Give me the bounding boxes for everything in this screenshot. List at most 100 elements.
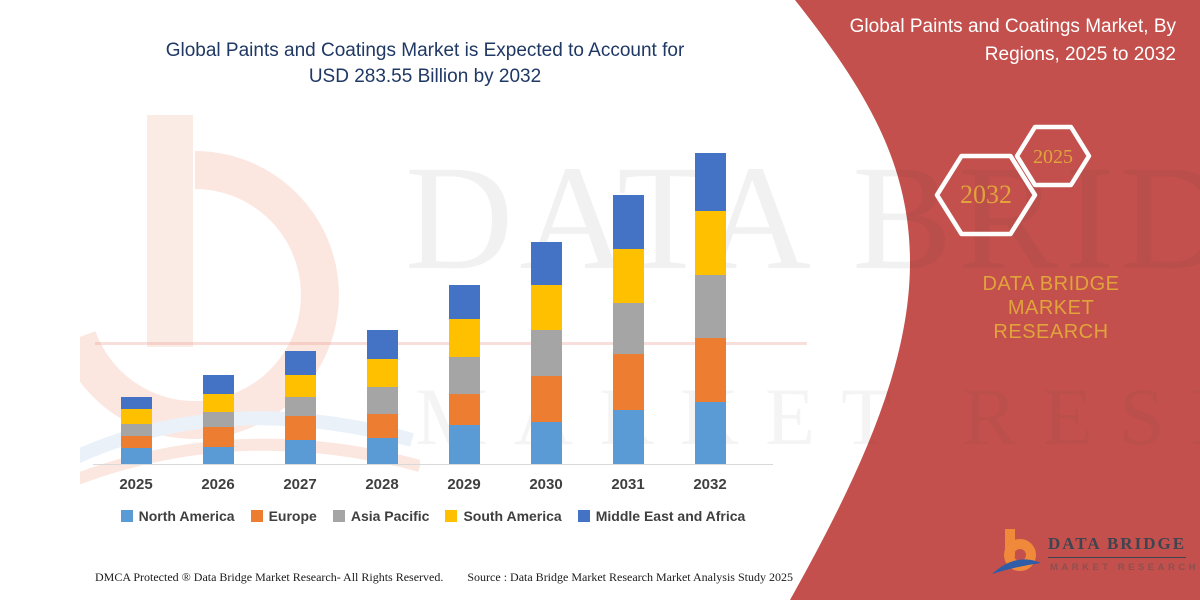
segment-middle-east-and-africa-2029 (448, 285, 480, 320)
segment-europe-2030 (530, 375, 562, 423)
stacked-bar-2026 (202, 375, 234, 464)
segment-asia-pacific-2027 (284, 397, 316, 417)
segment-europe-2025 (120, 435, 152, 449)
segment-asia-pacific-2029 (448, 356, 480, 395)
segment-asia-pacific-2031 (612, 302, 644, 354)
segment-north-america-2029 (448, 425, 480, 464)
x-label-2031: 2031 (611, 476, 645, 493)
segment-asia-pacific-2028 (366, 386, 398, 414)
segment-north-america-2030 (530, 422, 562, 464)
x-label-2028: 2028 (365, 476, 399, 493)
segment-asia-pacific-2032 (694, 274, 726, 338)
x-label-2029: 2029 (447, 476, 481, 493)
brand-line2: RESEARCH (993, 321, 1109, 343)
stacked-bar-2027 (284, 351, 316, 464)
segment-north-america-2028 (366, 437, 398, 464)
segment-europe-2031 (612, 353, 644, 410)
legend-item-europe: Europe (250, 508, 317, 524)
stacked-bar-2028 (366, 330, 398, 464)
bar-column-2032 (669, 150, 751, 464)
stacked-bar-2032 (694, 153, 726, 464)
brand-wordmark: DATA BRIDGE MARKET RESEARCH (943, 272, 1159, 344)
segment-middle-east-and-africa-2030 (530, 241, 562, 286)
hexagon-2032-label: 2032 (960, 180, 1012, 209)
bar-column-2029 (423, 150, 505, 464)
x-axis-line (93, 464, 773, 465)
x-axis-labels: 2025 2026 2027 2028 2029 2030 2031 2032 (95, 476, 751, 493)
hexagons-graphic (934, 124, 1092, 237)
x-label-2032: 2032 (693, 476, 727, 493)
hexagon-2025-outline (1014, 124, 1092, 188)
stacked-bar-2030 (530, 241, 562, 464)
segment-europe-2026 (202, 426, 234, 447)
chart-title-line1: Global Paints and Coatings Market is Exp… (165, 40, 685, 61)
legend-label-south-america: South America (463, 508, 562, 524)
footer-bar: DMCA Protected ® Data Bridge Market Rese… (95, 570, 815, 585)
chart-title: Global Paints and Coatings Market is Exp… (100, 38, 750, 90)
segment-europe-2029 (448, 394, 480, 426)
legend-marker-south-america (445, 510, 458, 522)
bar-column-2027 (259, 150, 341, 464)
banner-heading-line1: Global Paints and Coatings Market, By (849, 16, 1176, 37)
banner-heading-line2: Regions, 2025 to 2032 (984, 44, 1176, 65)
segment-north-america-2025 (120, 448, 152, 464)
footer-logo: DATA BRIDGE MARKET RESEARCH (990, 522, 1196, 584)
segment-south-america-2027 (284, 374, 316, 398)
segment-south-america-2031 (612, 248, 644, 303)
stacked-bar-chart (95, 150, 751, 464)
segment-north-america-2027 (284, 440, 316, 464)
banner-heading: Global Paints and Coatings Market, By Re… (806, 13, 1176, 69)
segment-south-america-2025 (120, 409, 152, 425)
bar-column-2031 (587, 150, 669, 464)
segment-north-america-2026 (202, 447, 234, 464)
x-label-2026: 2026 (201, 476, 235, 493)
logo-sub-text: MARKET RESEARCH (1050, 562, 1200, 573)
segment-asia-pacific-2030 (530, 329, 562, 376)
brand-line1: DATA BRIDGE MARKET (982, 273, 1120, 319)
segment-europe-2027 (284, 416, 316, 441)
segment-middle-east-and-africa-2027 (284, 351, 316, 375)
legend-item-south-america: South America (445, 508, 562, 524)
x-label-2025: 2025 (119, 476, 153, 493)
data-bridge-logo-icon (992, 529, 1041, 574)
segment-middle-east-and-africa-2025 (120, 397, 152, 410)
legend-item-middle-east-and-africa: Middle East and Africa (577, 508, 746, 524)
chart-legend: North America Europe Asia Pacific South Ame… (95, 508, 771, 524)
bar-column-2028 (341, 150, 423, 464)
legend-marker-europe (250, 510, 263, 522)
x-label-2027: 2027 (283, 476, 317, 493)
dmca-text: DMCA Protected ® Data Bridge Market Rese… (95, 570, 444, 584)
hexagon-2032-outline (934, 153, 1038, 237)
legend-marker-north-america (120, 510, 133, 522)
bar-column-2026 (177, 150, 259, 464)
segment-south-america-2028 (366, 358, 398, 387)
legend-marker-asia-pacific (332, 510, 345, 522)
segment-south-america-2026 (202, 393, 234, 412)
segment-middle-east-and-africa-2031 (612, 194, 644, 249)
segment-europe-2032 (694, 337, 726, 402)
legend-label-europe: Europe (268, 508, 317, 524)
segment-south-america-2030 (530, 285, 562, 330)
chart-title-line2: USD 283.55 Billion by 2032 (308, 66, 542, 87)
hexagon-2025-label: 2025 (1033, 146, 1073, 168)
bar-column-2025 (95, 150, 177, 464)
x-label-2030: 2030 (529, 476, 563, 493)
segment-middle-east-and-africa-2028 (366, 330, 398, 359)
legend-label-middle-east-and-africa: Middle East and Africa (595, 508, 746, 524)
legend-marker-middle-east-and-africa (577, 510, 590, 522)
bar-column-2030 (505, 150, 587, 464)
segment-asia-pacific-2025 (120, 424, 152, 436)
segment-north-america-2032 (694, 401, 726, 464)
legend-label-asia-pacific: Asia Pacific (350, 508, 430, 524)
source-text: Source : Data Bridge Market Research Mar… (467, 570, 793, 584)
segment-middle-east-and-africa-2032 (694, 153, 726, 212)
segment-europe-2028 (366, 413, 398, 438)
stacked-bar-2031 (612, 194, 644, 464)
segment-middle-east-and-africa-2026 (202, 375, 234, 394)
legend-item-north-america: North America (120, 508, 235, 524)
segment-north-america-2031 (612, 409, 644, 464)
segment-south-america-2029 (448, 319, 480, 357)
stacked-bar-2029 (448, 285, 480, 464)
